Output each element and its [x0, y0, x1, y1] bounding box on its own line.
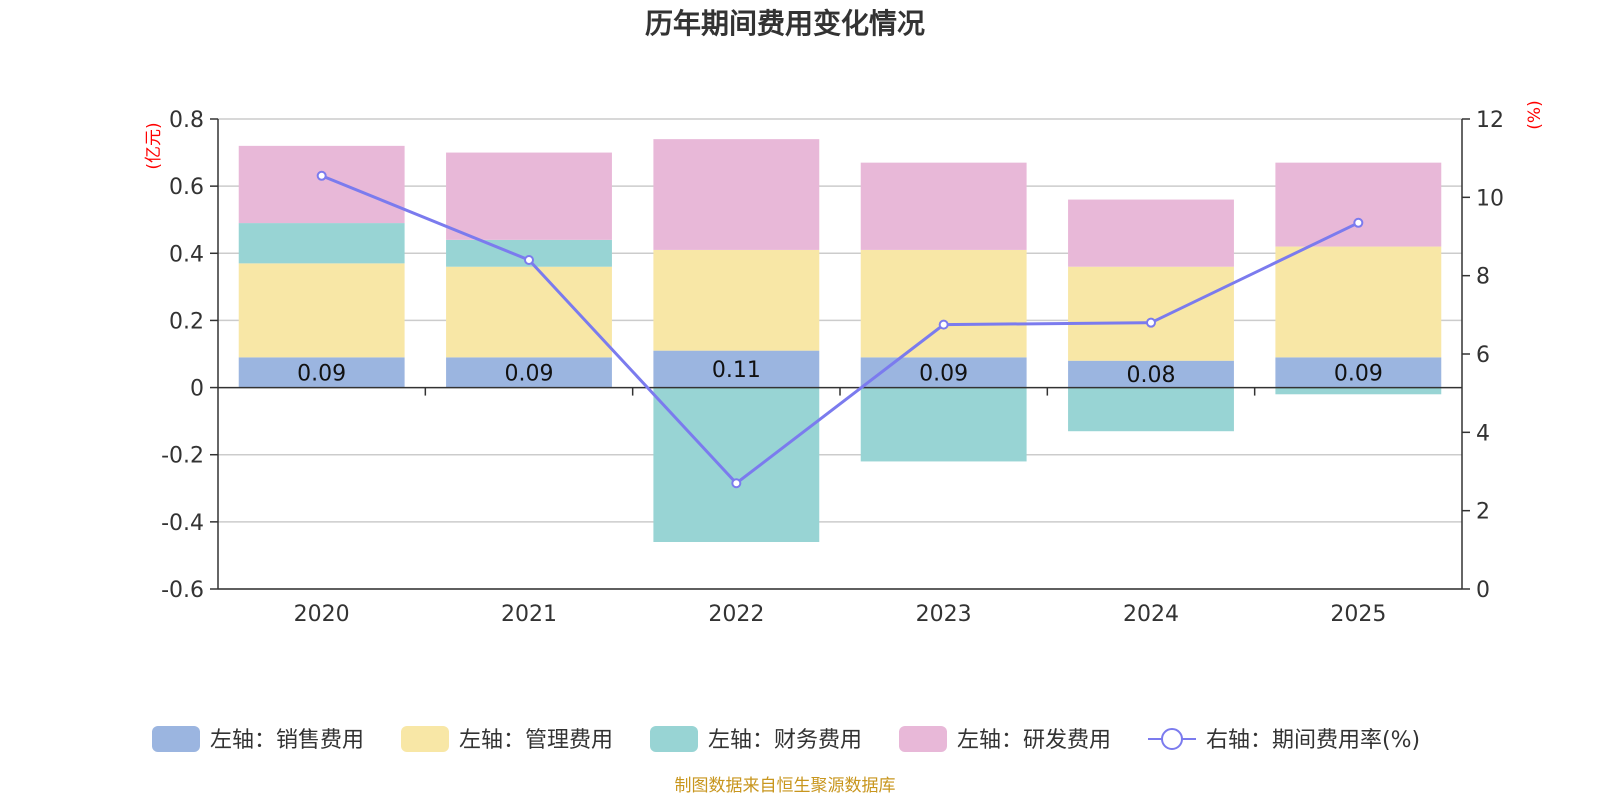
left-axis-tick-label: 0.8	[169, 108, 204, 133]
right-axis-tick-label: 8	[1476, 265, 1490, 290]
bar-2024	[1068, 360, 1234, 388]
bar-2024	[1068, 387, 1234, 432]
bar-data-label: 0.09	[919, 361, 968, 386]
legend-label[interactable]: 左轴：财务费用	[708, 728, 862, 753]
bar-2022	[653, 350, 820, 388]
bar-data-label: 0.09	[297, 361, 346, 386]
right-axis-tick-label: 2	[1476, 500, 1490, 525]
x-axis-label: 2021	[501, 602, 557, 627]
legend-label[interactable]: 右轴：期间费用率(%)	[1206, 728, 1420, 753]
bar-data-label: 0.11	[712, 358, 761, 383]
x-axis-label: 2022	[708, 602, 764, 627]
legend-swatch[interactable]	[650, 726, 698, 752]
left-axis-tick-label: -0.6	[161, 578, 204, 603]
bar-data-label: 0.09	[505, 361, 554, 386]
x-axis-label: 2020	[294, 602, 350, 627]
bar-2021	[446, 152, 612, 240]
source-note: 制图数据来自恒生聚源数据库	[675, 776, 896, 796]
right-axis-tick-label: 4	[1476, 421, 1490, 446]
legend-label[interactable]: 左轴：销售费用	[210, 728, 364, 753]
right-axis-unit: (%)	[1525, 100, 1545, 129]
legend-label[interactable]: 左轴：研发费用	[957, 728, 1111, 753]
bar-2025	[1275, 162, 1442, 247]
expense-rate-point	[1146, 317, 1156, 328]
bar-2023	[860, 162, 1027, 250]
expense-rate-point	[938, 319, 949, 330]
left-axis-tick-label: -0.2	[161, 444, 204, 469]
expense-rate-point	[1353, 217, 1364, 228]
expense-rate-point	[731, 478, 742, 489]
left-axis-tick-label: -0.4	[161, 511, 204, 536]
bar-data-label: 0.09	[1334, 361, 1383, 386]
bar-data-label: 0.08	[1127, 363, 1176, 388]
bar-2022	[653, 139, 820, 250]
bar-2020	[238, 223, 405, 264]
expense-rate-point	[524, 255, 534, 265]
bar-2024	[1068, 199, 1234, 267]
legend-label[interactable]: 左轴：管理费用	[459, 728, 613, 753]
bar-2022	[653, 249, 820, 351]
expense-rate-point	[316, 170, 327, 181]
expense-rate-polyline	[321, 174, 1359, 486]
bar-2023	[860, 387, 1027, 462]
axes: -0.6 -0.4 -0.2 0 0.2 0.4 0.6 0.8 0 2 4 6 8 10 12 (亿元) (%…	[144, 100, 1545, 627]
legend-circle-symbol[interactable]	[1161, 728, 1183, 750]
right-axis-tick-label: 12	[1476, 108, 1504, 133]
bars: 0.09 0.09 0.11 0.09 0.08 0.09	[238, 139, 1442, 542]
bar-2023	[860, 249, 1027, 358]
x-axis-label: 2025	[1330, 602, 1386, 627]
bar-2023	[860, 357, 1027, 388]
chart-title: 历年期间费用变化情况	[645, 7, 925, 40]
legend-swatch[interactable]	[401, 726, 449, 752]
expense-rate-line	[316, 170, 1364, 489]
right-axis-tick-label: 6	[1476, 343, 1490, 368]
legend[interactable]: 左轴：销售费用 左轴：管理费用 左轴：财务费用 左轴：研发费用 右轴：期间费用率(%)	[152, 726, 1420, 753]
x-axis-label: 2024	[1123, 602, 1179, 627]
right-axis-tick-label: 0	[1476, 578, 1490, 603]
bar-2022	[653, 387, 820, 542]
bar-2020	[238, 357, 405, 388]
bar-2025	[1275, 387, 1442, 395]
left-axis-tick-label: 0	[190, 377, 204, 402]
legend-swatch[interactable]	[899, 726, 947, 752]
legend-swatch[interactable]	[152, 726, 200, 752]
right-axis-tick-label: 10	[1476, 186, 1504, 211]
bar-2021	[446, 357, 612, 388]
left-axis-tick-label: 0.2	[169, 309, 204, 334]
bar-2020	[238, 263, 405, 358]
left-axis-unit: (亿元)	[144, 122, 164, 169]
bar-2025	[1275, 357, 1442, 388]
grid	[218, 118, 1462, 590]
bar-2020	[238, 145, 405, 224]
left-axis-tick-label: 0.6	[169, 175, 204, 200]
x-axis-label: 2023	[916, 602, 972, 627]
bar-2025	[1275, 246, 1442, 358]
bar-2021	[446, 266, 612, 358]
left-axis-tick-label: 0.4	[169, 242, 204, 267]
bar-2024	[1068, 266, 1234, 361]
